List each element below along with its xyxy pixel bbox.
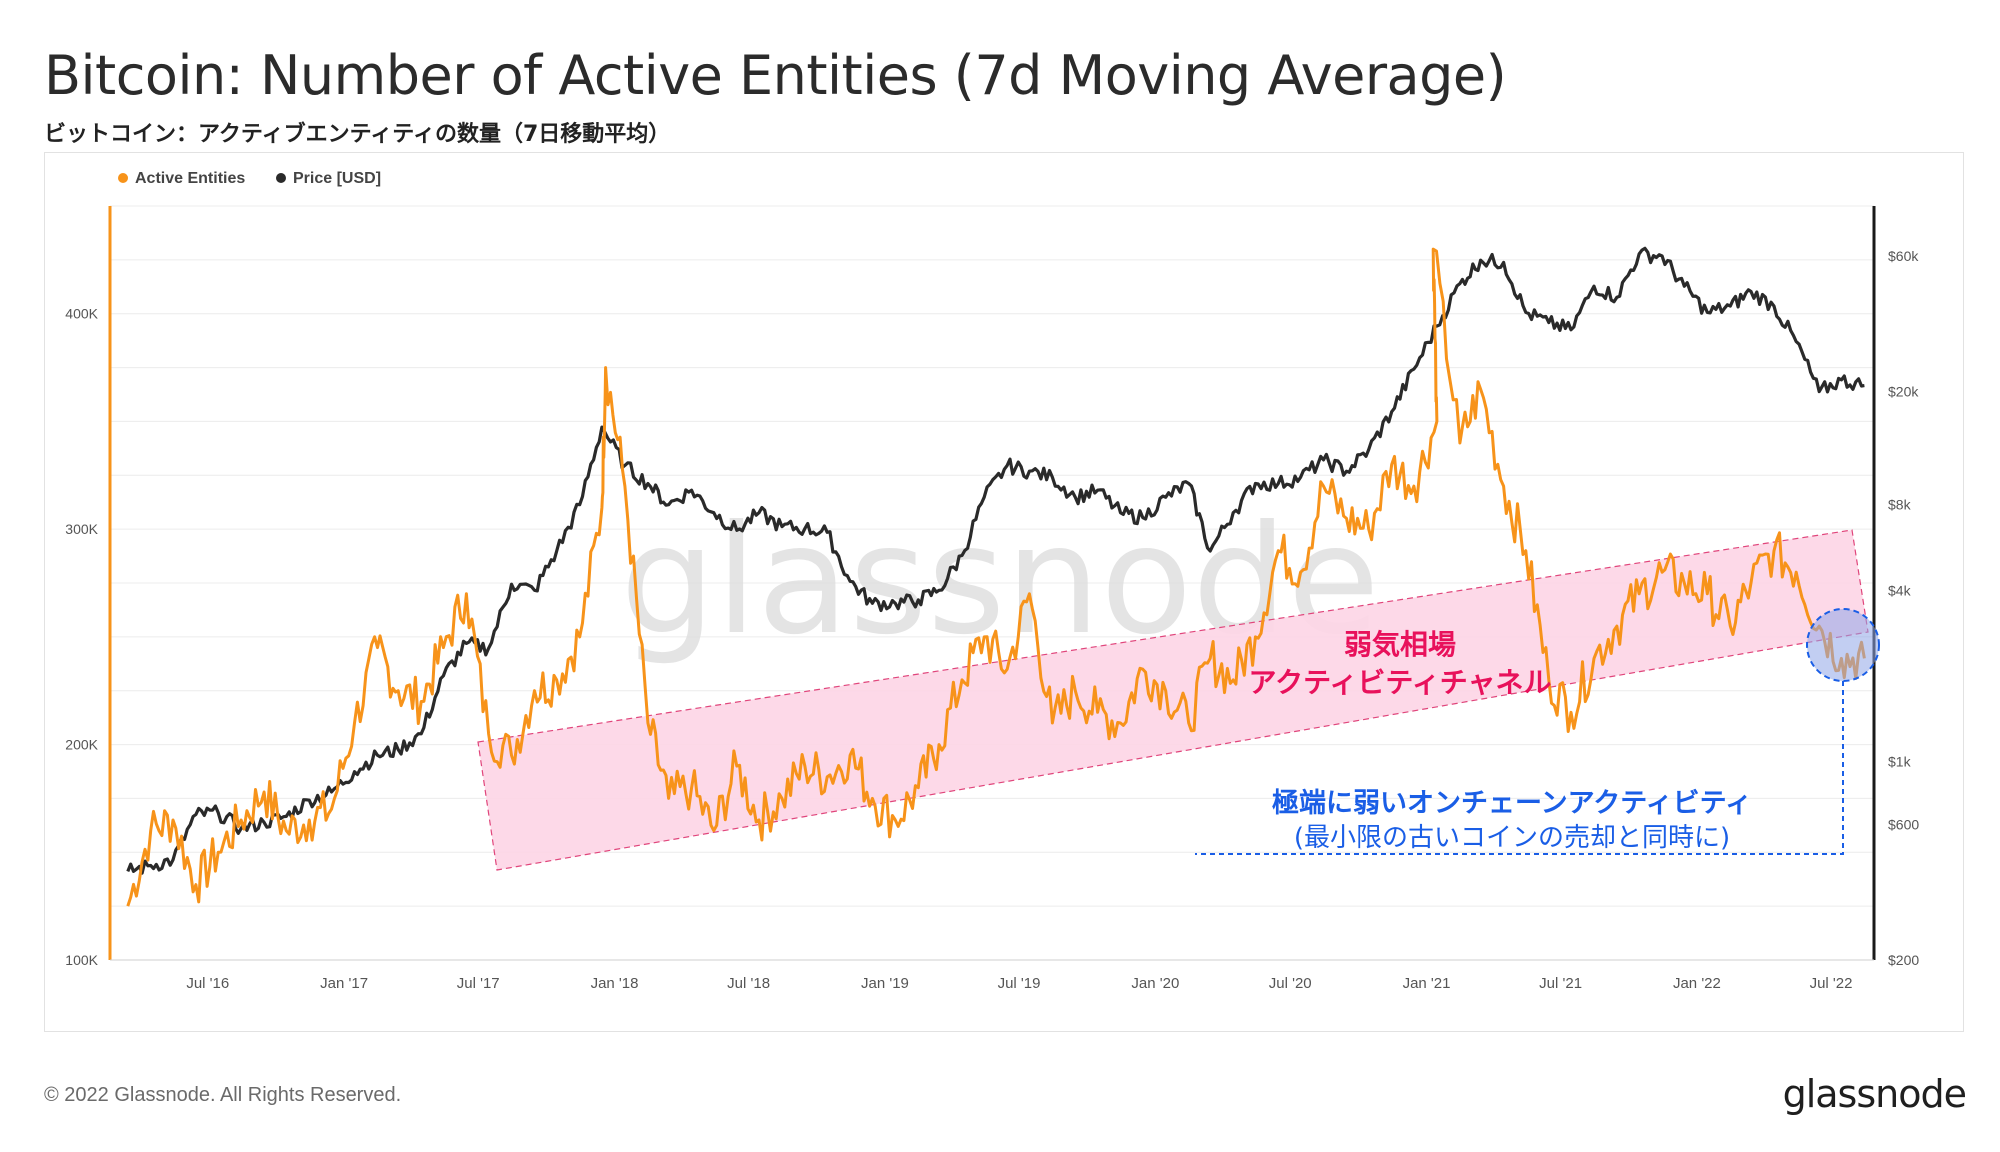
channel-label-line1: 弱気相場	[1344, 628, 1456, 661]
x-tick-label: Jul '19	[998, 975, 1041, 992]
x-tick-label: Jul '17	[457, 975, 500, 992]
y-right-tick-label: $60k	[1888, 248, 1919, 264]
legend-label-entities: Active Entities	[135, 170, 245, 187]
series-line-price	[126, 246, 1865, 875]
y-left-tick-label: 200K	[65, 737, 98, 753]
x-tick-label: Jul '20	[1269, 975, 1312, 992]
y-left-tick-label: 100K	[65, 952, 98, 968]
series-line-active-entities	[126, 247, 1866, 907]
y-right-tick-label: $4k	[1888, 582, 1912, 598]
x-tick-label: Jul '18	[727, 975, 770, 992]
y-axis-right: $200 $600 $1k $4k $8k $20k $60k	[1888, 248, 1919, 968]
legend: Active Entities Price [USD]	[118, 170, 381, 187]
x-tick-label: Jul '16	[186, 975, 229, 992]
weak-activity-highlight	[1806, 608, 1880, 682]
legend-label-price: Price [USD]	[293, 170, 381, 187]
channel-label-line2: アクティビティチャネル	[1249, 666, 1552, 699]
y-axis-left: 100K 200K 300K 400K	[65, 306, 98, 968]
brand-logo: glassnode	[1782, 1072, 1967, 1116]
weak-label-line2: (最小限の古いコインの売却と同時に)	[1294, 823, 1730, 853]
x-tick-label: Jul '21	[1539, 975, 1582, 992]
page-title: Bitcoin: Number of Active Entities (7d M…	[44, 44, 1507, 107]
x-tick-label: Jan '19	[861, 975, 909, 992]
x-tick-label: Jan '21	[1403, 975, 1451, 992]
page-subtitle: ビットコイン：アクティブエンティティの数量（7日移動平均）	[44, 122, 671, 147]
y-right-tick-label: $1k	[1888, 753, 1912, 769]
legend-marker-price	[276, 173, 286, 183]
chart-frame	[44, 152, 1964, 1032]
x-axis: Jul '16 Jan '17 Jul '17 Jan '18 Jul '18 Jan '…	[186, 975, 1852, 992]
y-left-tick-label: 400K	[65, 306, 98, 322]
y-right-tick-label: $8k	[1888, 497, 1912, 513]
weak-label-line1: 極端に弱いオンチェーンアクティビティ	[1272, 788, 1752, 819]
y-right-tick-label: $20k	[1888, 384, 1919, 400]
x-tick-label: Jan '22	[1673, 975, 1721, 992]
y-right-tick-label: $200	[1888, 952, 1919, 968]
x-tick-label: Jul '22	[1810, 975, 1853, 992]
x-tick-label: Jan '18	[591, 975, 639, 992]
y-left-tick-label: 300K	[65, 521, 98, 537]
legend-marker-entities	[118, 173, 128, 183]
x-tick-label: Jan '20	[1131, 975, 1179, 992]
y-right-tick-label: $600	[1888, 816, 1919, 832]
copyright-text: © 2022 Glassnode. All Rights Reserved.	[44, 1084, 402, 1106]
x-tick-label: Jan '17	[320, 975, 368, 992]
weak-activity-leader	[1195, 681, 1844, 855]
